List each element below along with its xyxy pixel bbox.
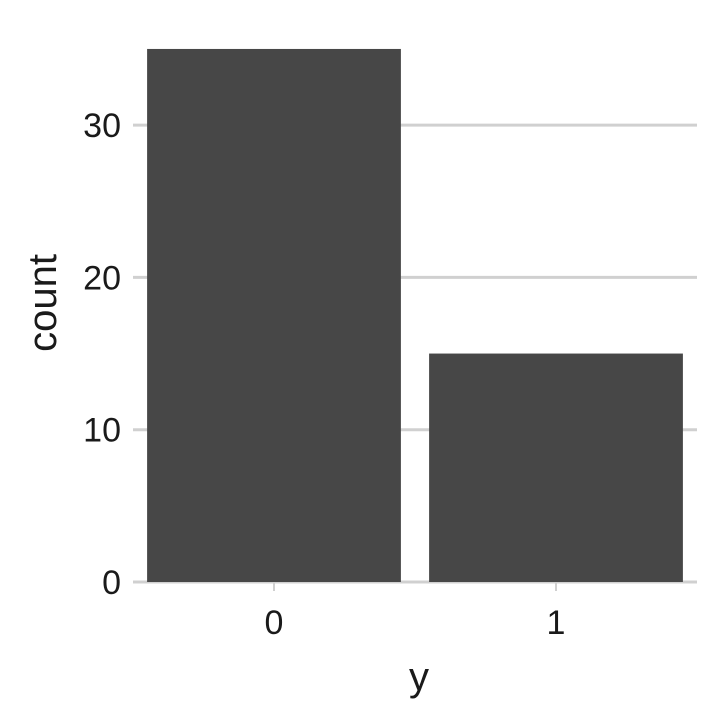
- y-axis-ticks: 0 10 20 30: [83, 107, 121, 602]
- y-tick-label: 20: [83, 259, 121, 297]
- bar-1: [429, 353, 683, 582]
- y-axis-title: count: [21, 254, 65, 352]
- y-tick-label: 10: [83, 412, 121, 450]
- x-axis-title: y: [409, 655, 429, 699]
- bar-0: [147, 48, 401, 582]
- bars: [147, 48, 683, 582]
- y-tick-label: 0: [102, 564, 121, 602]
- x-tick-label: 1: [547, 604, 566, 642]
- y-tick-label: 30: [83, 107, 121, 145]
- x-tick-label: 0: [265, 604, 284, 642]
